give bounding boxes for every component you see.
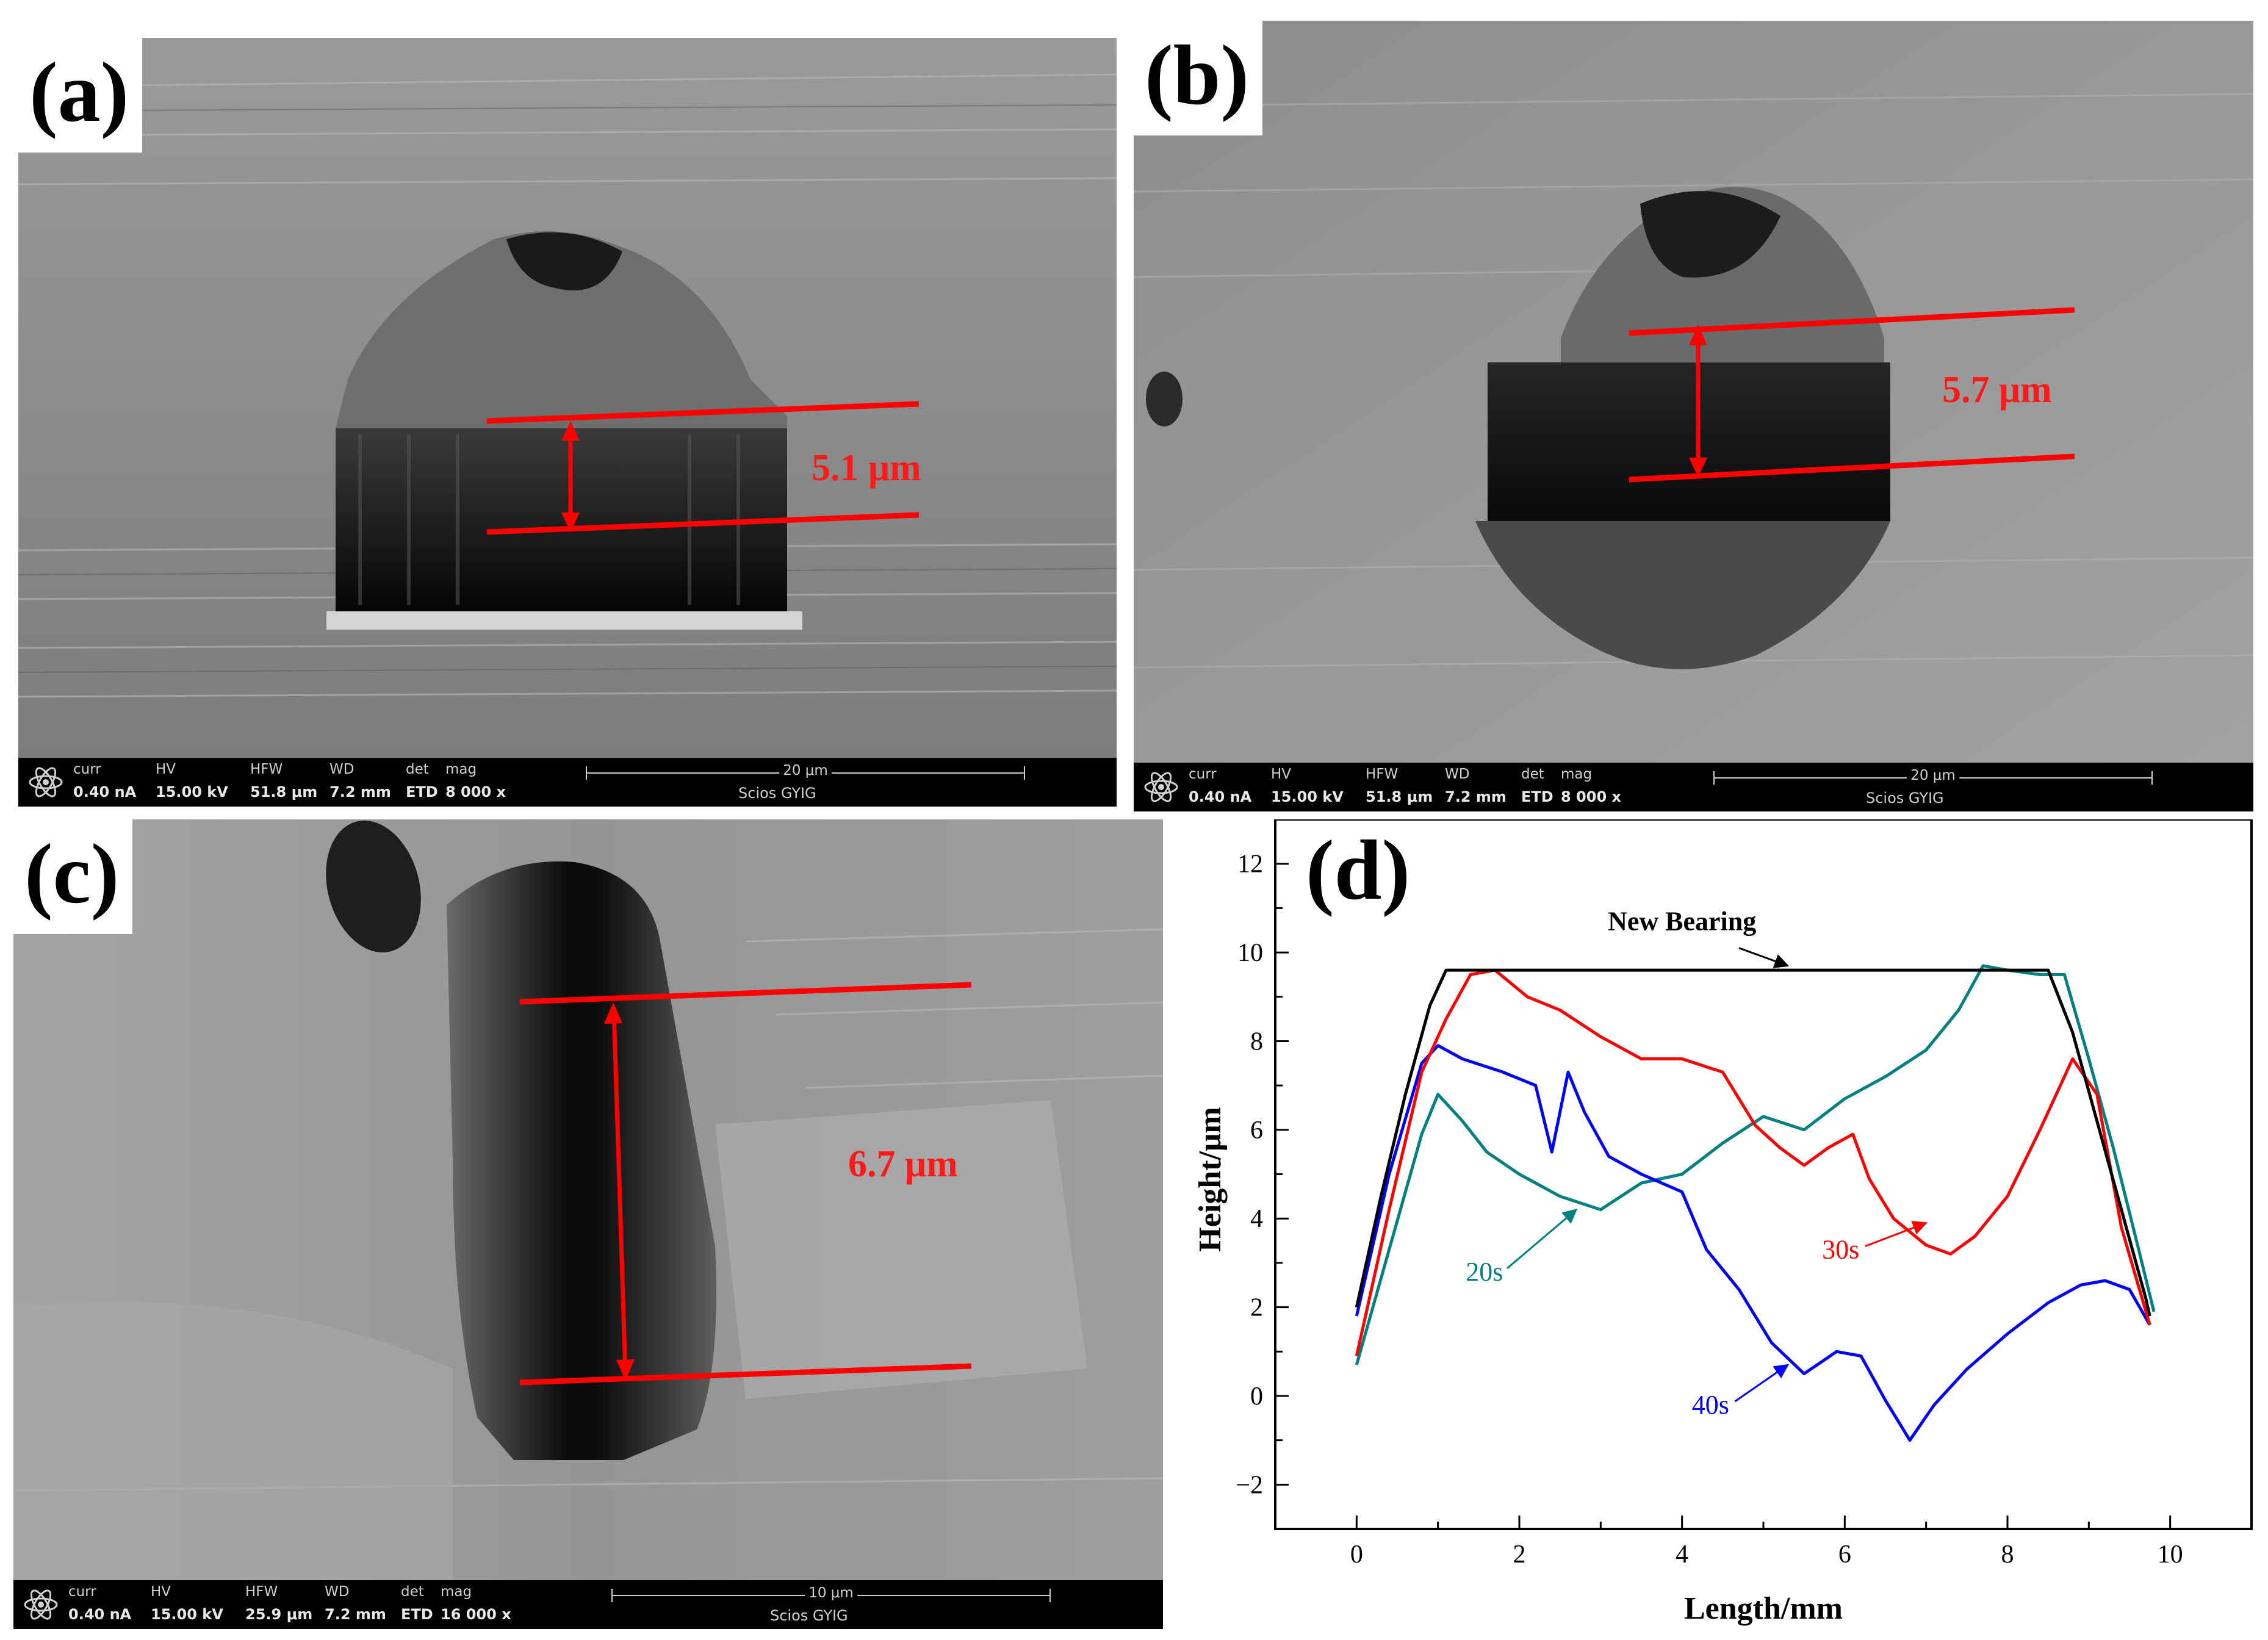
- hfw-header: HFW: [1366, 766, 1399, 782]
- panel-label-d: (d): [1306, 823, 1410, 918]
- annotation-30s: 30s: [1822, 1235, 1859, 1265]
- annotation-40s: 40s: [1692, 1390, 1729, 1420]
- hfw-value: 51.8 μm: [250, 783, 318, 800]
- hfw-value: 51.8 μm: [1366, 788, 1433, 805]
- sem-panel-a: 5.1 μm (a) curr 0.40 nA HV 15.00 kV HFW …: [18, 38, 1117, 807]
- sem-databar-b: curr 0.40 nA HV 15.00 kV HFW 51.8 μm WD …: [1134, 763, 2253, 811]
- instrument-label: Scios GYIG: [770, 1607, 848, 1624]
- instrument-label: Scios GYIG: [738, 785, 816, 802]
- det-header: det: [406, 761, 429, 777]
- instrument-label: Scios GYIG: [1866, 789, 1944, 807]
- wd-value: 7.2 mm: [329, 783, 391, 800]
- annotation-arrow: [1865, 1220, 1928, 1248]
- y-tick-label: 10: [1237, 939, 1263, 967]
- annotation-new-bearing: New Bearing: [1608, 907, 1756, 937]
- sem-databar-c: curr 0.40 nA HV 15.00 kV HFW 25.9 μm WD …: [13, 1580, 1163, 1629]
- mag-header: mag: [441, 1584, 472, 1600]
- annotation-20s: 20s: [1466, 1257, 1503, 1287]
- sem-image-c: [13, 819, 1163, 1580]
- series-line-new-bearing: [1355, 968, 2151, 1317]
- hv-value: 15.00 kV: [1271, 788, 1344, 805]
- y-tick-label: 2: [1250, 1294, 1263, 1322]
- y-tick-label: −2: [1236, 1471, 1263, 1499]
- mag-value: 8 000 x: [1561, 788, 1621, 805]
- y-tick-label: 6: [1250, 1117, 1263, 1145]
- annotation-arrow: [1507, 1209, 1578, 1270]
- wd-value: 7.2 mm: [1445, 788, 1507, 805]
- depth-label-c: 6.7 μm: [848, 1143, 958, 1185]
- sem-panel-b: 5.7 μm (b) curr 0.40 nA HV 15.00 kV HFW …: [1134, 21, 2253, 811]
- hv-value: 15.00 kV: [151, 1606, 223, 1623]
- series-line-30s: [1355, 968, 2151, 1357]
- x-tick-label: 4: [1676, 1541, 1688, 1569]
- annotation-arrow: [1734, 1364, 1789, 1403]
- height-profile-chart: 0 2 4 6 8 10 −2 0 2 4 6 8 10 12 New Bearing 20s 30s 40s…: [1193, 819, 2253, 1626]
- series-line-40s: [1355, 1044, 2151, 1442]
- atom-logo-icon: [24, 1589, 58, 1620]
- hfw-header: HFW: [250, 761, 283, 777]
- plot-frame: [1274, 819, 2253, 1530]
- chart-panel-d: 0 2 4 6 8 10 −2 0 2 4 6 8 10 12 New Bearing 20s 30s 40s…: [1178, 819, 2256, 1629]
- wd-header: WD: [1445, 766, 1470, 782]
- y-tick-label: 4: [1250, 1205, 1263, 1233]
- x-tick-label: 10: [2158, 1541, 2183, 1569]
- mag-value: 8 000 x: [445, 783, 506, 800]
- det-value: ETD: [401, 1606, 433, 1623]
- sem-image-a: [18, 38, 1117, 758]
- x-tick-label: 6: [1838, 1541, 1851, 1569]
- depth-label-a: 5.1 μm: [812, 447, 921, 489]
- mag-value: 16 000 x: [441, 1606, 511, 1623]
- x-axis-label: Length/mm: [1684, 1591, 1843, 1626]
- hfw-header: HFW: [245, 1584, 278, 1600]
- hv-header: HV: [151, 1584, 171, 1600]
- y-tick-label: 0: [1250, 1383, 1263, 1411]
- panel-label-b: (b): [1134, 21, 1263, 135]
- sem-databar-a: curr 0.40 nA HV 15.00 kV HFW 51.8 μm WD …: [18, 758, 1117, 807]
- det-header: det: [401, 1584, 424, 1600]
- wd-header: WD: [325, 1584, 350, 1600]
- scale-bar-label: 20 μm: [1907, 768, 1959, 783]
- sem-panel-c: 6.7 μm (c) curr 0.40 nA HV 15.00 kV HFW …: [13, 819, 1163, 1629]
- det-value: ETD: [406, 783, 438, 800]
- panel-label-a: (a): [18, 38, 143, 153]
- scale-bar-label: 10 μm: [805, 1585, 857, 1601]
- hv-value: 15.00 kV: [156, 783, 228, 800]
- scale-bar: 20 μm: [1713, 768, 2153, 786]
- curr-value: 0.40 nA: [68, 1606, 132, 1623]
- x-tick-label: 0: [1350, 1541, 1363, 1569]
- x-tick-label: 8: [2001, 1541, 2014, 1569]
- annotation-arrow: [1738, 947, 1790, 968]
- depth-label-b: 5.7 μm: [1942, 369, 2052, 411]
- det-value: ETD: [1521, 788, 1553, 805]
- curr-header: curr: [68, 1584, 96, 1600]
- hv-header: HV: [156, 761, 176, 777]
- mag-header: mag: [1561, 766, 1593, 782]
- x-tick-label: 2: [1513, 1541, 1526, 1569]
- panel-label-c: (c): [13, 819, 133, 934]
- hv-header: HV: [1271, 766, 1292, 782]
- scale-bar: 20 μm: [586, 763, 1025, 781]
- curr-header: curr: [73, 761, 101, 777]
- mag-header: mag: [445, 761, 477, 777]
- wd-value: 7.2 mm: [325, 1606, 386, 1623]
- scale-bar: 10 μm: [611, 1585, 1051, 1603]
- y-tick-label: 12: [1237, 851, 1263, 879]
- series-line-20s: [1355, 964, 2156, 1365]
- atom-logo-icon: [1144, 772, 1178, 802]
- sem-image-b: [1134, 21, 2253, 763]
- det-header: det: [1521, 766, 1544, 782]
- y-axis-label: Height/μm: [1193, 1107, 1228, 1251]
- wd-header: WD: [329, 761, 355, 777]
- curr-value: 0.40 nA: [1189, 788, 1252, 805]
- curr-value: 0.40 nA: [73, 783, 137, 800]
- atom-logo-icon: [29, 767, 63, 797]
- curr-header: curr: [1189, 766, 1217, 782]
- scale-bar-label: 20 μm: [779, 763, 832, 779]
- y-tick-label: 8: [1250, 1027, 1263, 1056]
- hfw-value: 25.9 μm: [245, 1606, 313, 1623]
